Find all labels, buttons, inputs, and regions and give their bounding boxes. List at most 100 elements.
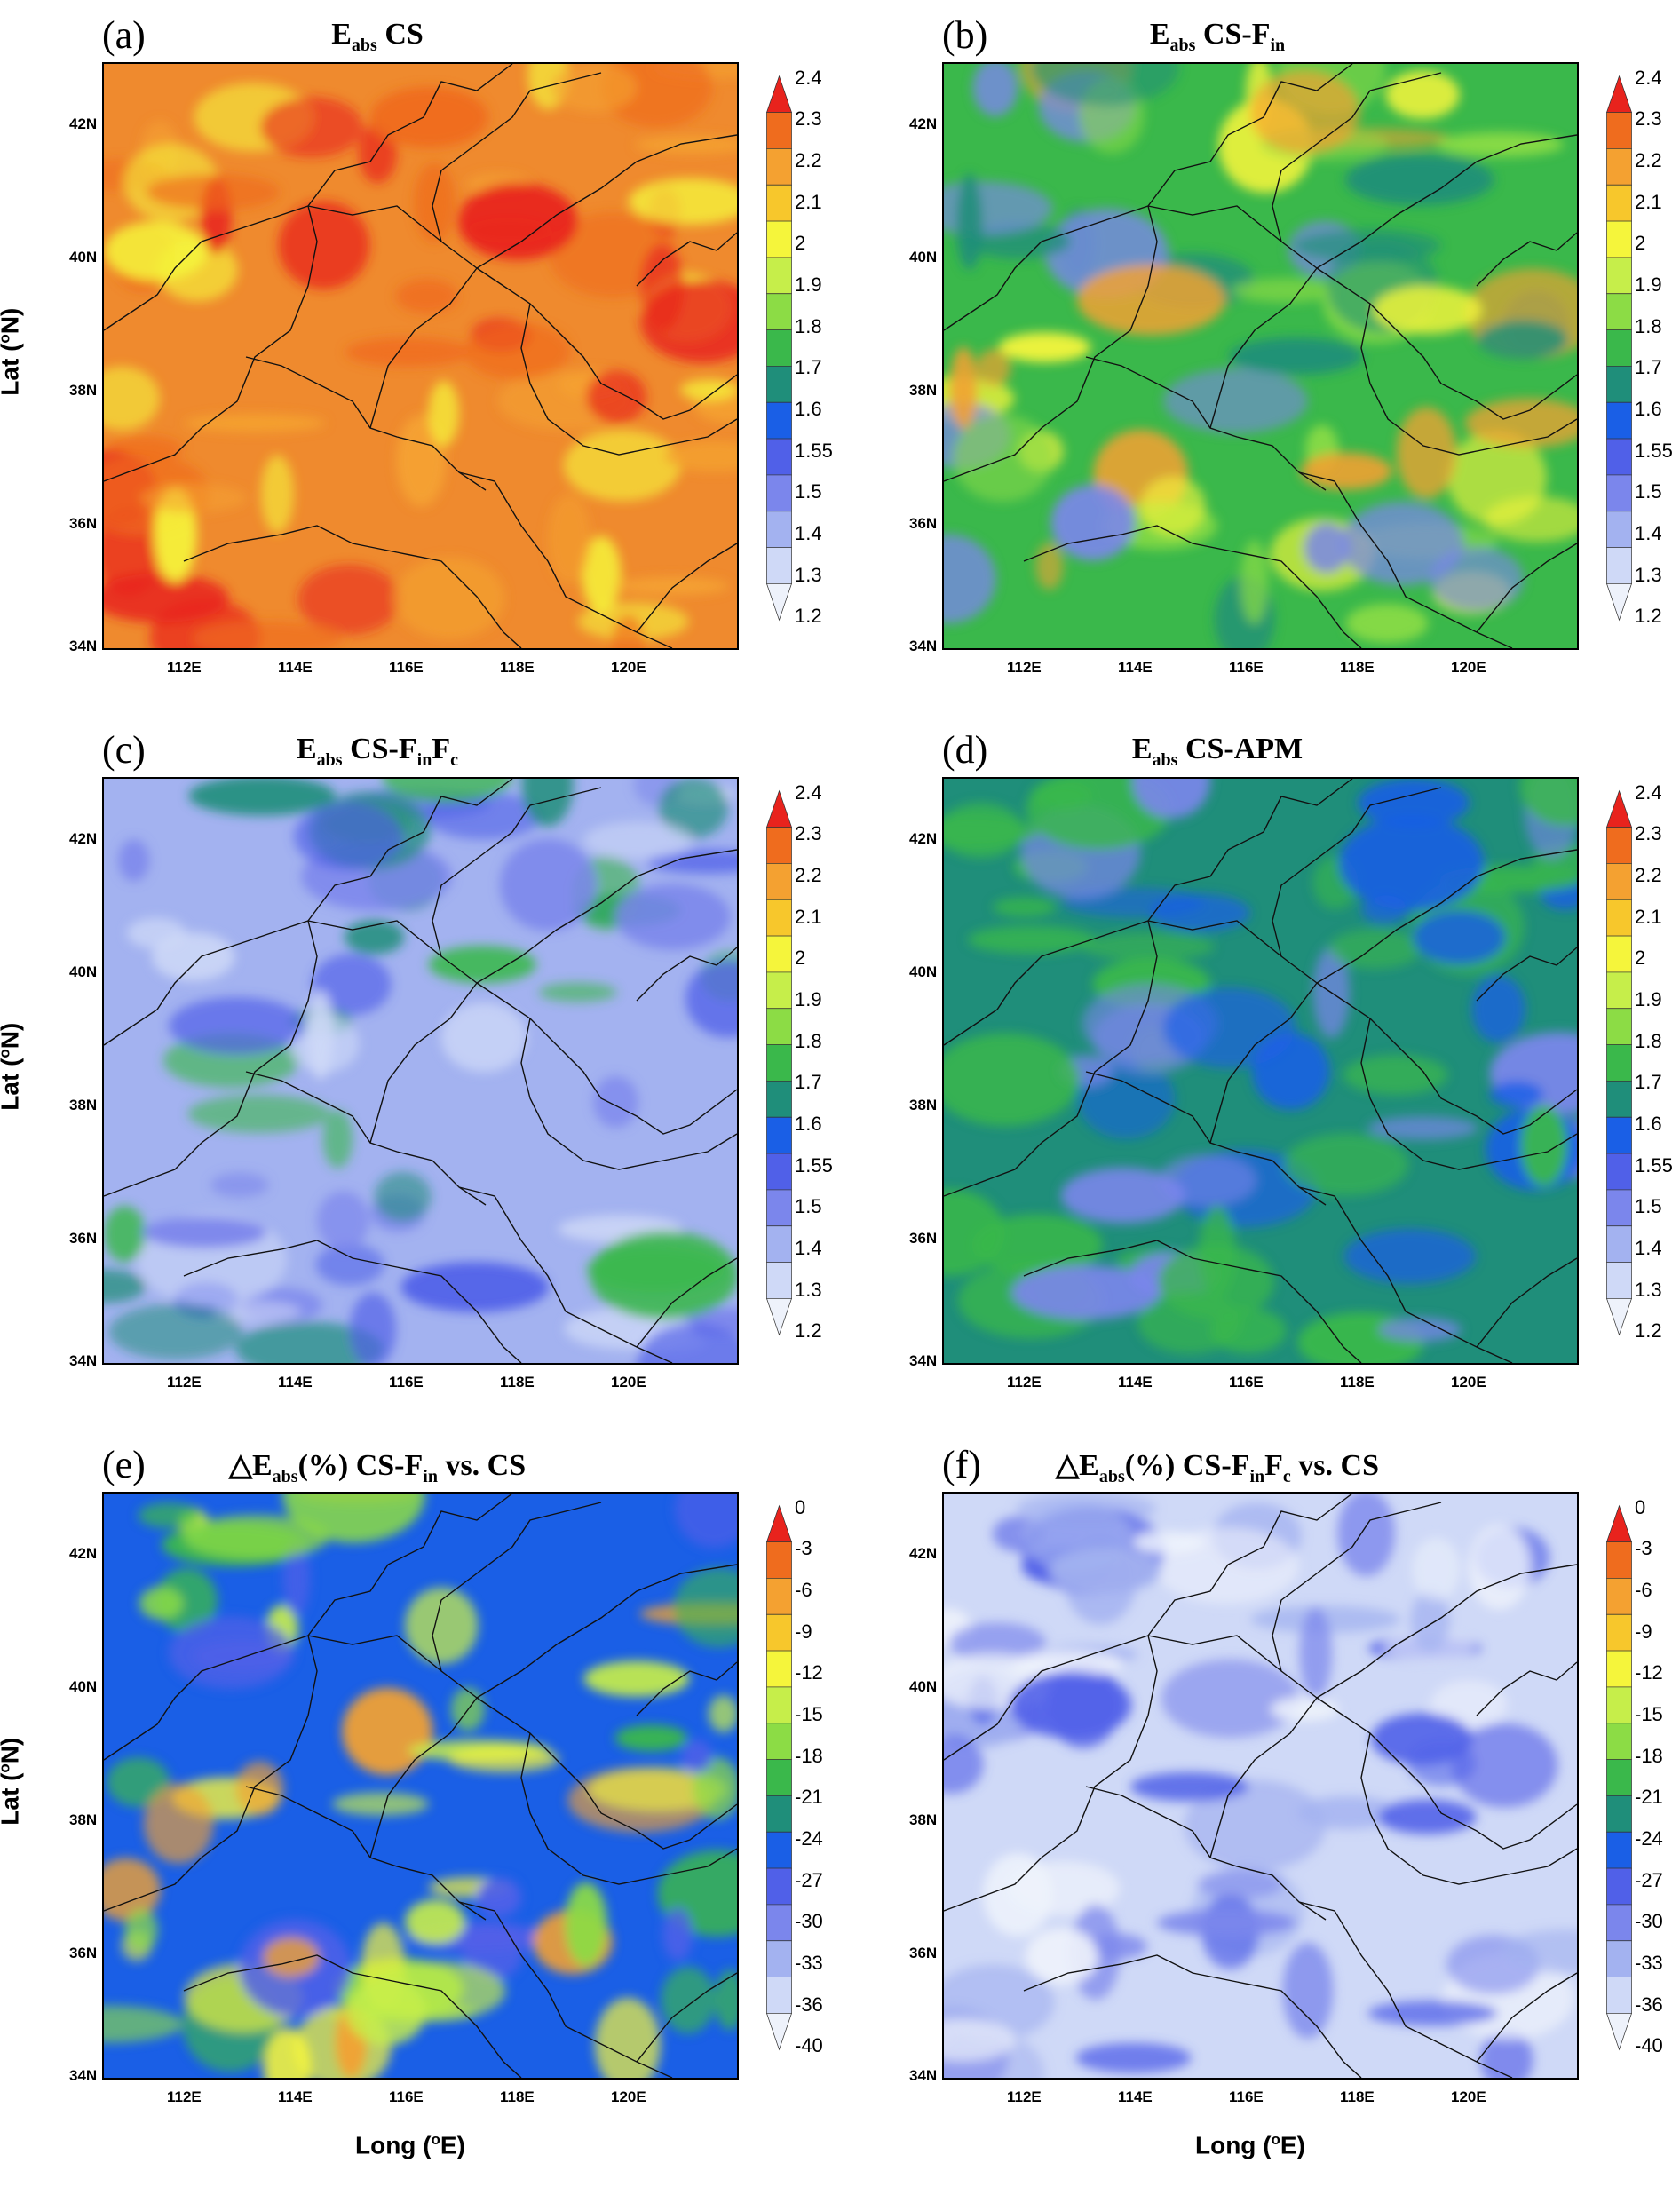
map-field-patch — [1471, 975, 1525, 1043]
colorbar-swatch — [766, 148, 792, 186]
map-field-patch — [685, 960, 737, 1038]
colorbar-swatch — [1606, 1578, 1632, 1615]
map-panel: (d) Eabs CS-APM 42N 40N 38N 36N 34N 112E 114E 116… — [840, 715, 1680, 1443]
map-field-patch — [952, 414, 1054, 503]
map-field-patch — [1338, 816, 1485, 911]
province-boundary — [636, 1661, 737, 1716]
map-field-patch — [1328, 929, 1422, 970]
title-text: F — [432, 733, 451, 765]
province-boundary — [1476, 1661, 1577, 1716]
map-field-patch — [1296, 1795, 1399, 1829]
colorbar-swatch — [1606, 863, 1632, 900]
province-boundary — [307, 205, 478, 269]
map-field-patch — [126, 917, 186, 949]
province-boundary — [104, 64, 513, 482]
colorbar-swatch — [1606, 1977, 1632, 2014]
map-area[interactable] — [942, 1492, 1579, 2080]
x-tick-label: 116E — [389, 1374, 424, 1391]
map-field-patch — [1130, 1771, 1248, 1802]
province-boundary — [1147, 205, 1318, 269]
map-field-patch — [674, 1494, 737, 1549]
map-field-patch — [1501, 1929, 1577, 1974]
colorbar-swatch — [1606, 1940, 1632, 1977]
colorbar-label: -24 — [795, 1827, 823, 1850]
map-field-patch — [594, 1997, 661, 2078]
map-contour — [944, 779, 1577, 1363]
province-boundary — [458, 1901, 673, 2078]
map-area[interactable] — [102, 62, 739, 650]
axis-label-text: Long ( — [355, 2131, 432, 2159]
province-boundary — [1476, 543, 1577, 633]
map-field-patch — [499, 838, 597, 931]
province-boundary — [1209, 1564, 1577, 1858]
y-tick-label: 36N — [909, 1945, 938, 1961]
province-boundary — [636, 947, 737, 1002]
colorbar-label: -36 — [1635, 1993, 1663, 2016]
title-text: E — [1131, 733, 1153, 765]
colorbar-label: 2.1 — [795, 905, 822, 928]
colorbar-swatch — [766, 1225, 792, 1263]
colorbar-swatch — [1606, 220, 1632, 258]
map-field-patch — [104, 2005, 183, 2043]
colorbar-swatch — [766, 1541, 792, 1579]
map-area[interactable] — [102, 1492, 739, 2080]
x-tick-label: 114E — [278, 2088, 313, 2105]
y-tick-label: 42N — [69, 1545, 98, 1562]
colorbar-label: 1.5 — [795, 480, 822, 503]
map-area[interactable] — [942, 62, 1579, 650]
colorbar-label: 1.4 — [1635, 1237, 1662, 1259]
map-field-patch — [297, 564, 400, 635]
map-field-patch — [263, 1937, 320, 1977]
y-tick-label: 34N — [69, 2067, 98, 2084]
colorbar-swatch — [1606, 1262, 1632, 1299]
map-field-patch — [1429, 546, 1525, 612]
colorbar-label: -6 — [1635, 1579, 1652, 1601]
colorbar-swatch — [1606, 1008, 1632, 1045]
map-area[interactable] — [102, 777, 739, 1365]
map-field-patch — [1430, 1680, 1508, 1729]
y-tick-label: 42N — [69, 115, 98, 132]
map-field-patch — [382, 779, 512, 804]
province-boundary — [1360, 1732, 1577, 1885]
colorbar-swatch — [1606, 293, 1632, 330]
colorbar-label: 1.3 — [795, 1278, 822, 1301]
province-boundary — [1360, 1018, 1577, 1170]
x-tick-label: 112E — [167, 2088, 202, 2105]
colorbar-label: 2.3 — [795, 107, 822, 131]
province-boundary — [944, 1635, 1149, 1761]
province-boundary — [520, 1018, 737, 1170]
province-boundary — [1023, 1954, 1362, 2078]
colorbar-swatch — [766, 1759, 792, 1796]
map-field-patch — [108, 1303, 243, 1360]
map-field-patch — [1345, 604, 1429, 644]
colorbar-swatch — [1606, 184, 1632, 222]
map-field-patch — [210, 1172, 269, 1198]
map-field-patch — [1008, 1861, 1121, 1916]
colorbar-swatch — [766, 1867, 792, 1906]
panel-title: Eabs CS-APM — [973, 733, 1462, 771]
map-field-patch — [565, 1882, 607, 1968]
map-area[interactable] — [942, 777, 1579, 1365]
map-field-patch — [1282, 1942, 1334, 2040]
map-field-patch — [1229, 337, 1363, 376]
colorbar-label: -9 — [1635, 1620, 1652, 1643]
province-boundary — [104, 1494, 513, 1912]
map-field-patch — [1367, 1116, 1478, 1140]
map-field-patch — [1413, 910, 1506, 964]
province-boundary — [1316, 982, 1577, 1135]
colorbar-label: 2.2 — [795, 864, 822, 886]
map-field-patch — [1026, 779, 1172, 851]
map-field-patch — [1299, 1606, 1333, 1700]
map-field-patch — [1149, 893, 1251, 932]
title-text: abs — [1169, 35, 1196, 55]
map-field-patch — [414, 162, 456, 243]
colorbar-label: 1.2 — [1635, 1319, 1662, 1343]
province-boundary — [369, 1564, 737, 1858]
province-boundary — [1209, 849, 1577, 1144]
colorbar-label: 2.3 — [795, 822, 822, 845]
y-tick-label: 38N — [909, 1097, 938, 1113]
map-field-patch — [714, 1969, 737, 2031]
colorbar-swatch — [1606, 1759, 1632, 1796]
map-field — [104, 64, 737, 648]
province-boundary — [636, 1972, 737, 2063]
